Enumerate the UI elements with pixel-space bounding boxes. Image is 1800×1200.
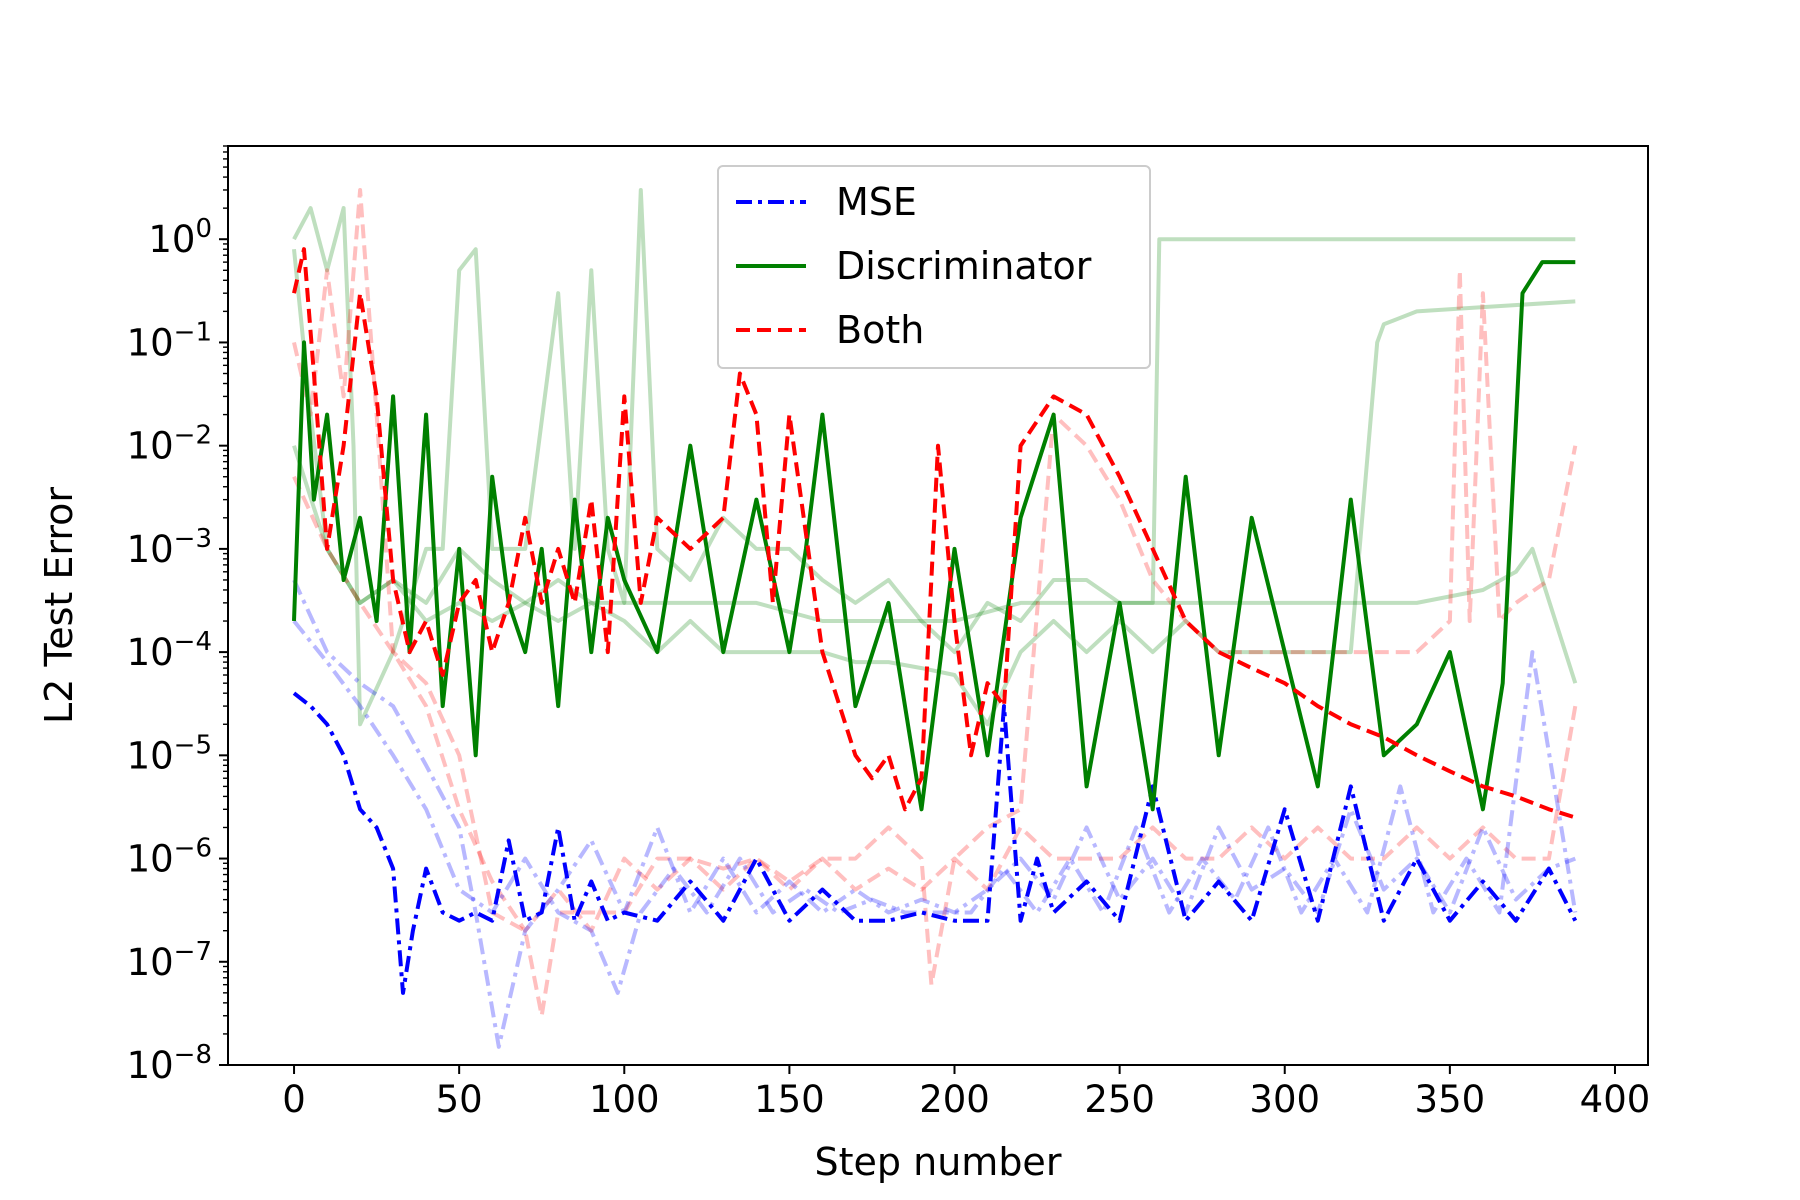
y-tick-label-1e0: 100 xyxy=(148,214,212,261)
series-line-mse xyxy=(292,691,1578,995)
series-line-discriminator xyxy=(292,260,1576,812)
y-tick-label-1e-3: 10−3 xyxy=(127,524,212,571)
x-tick-label-250: 250 xyxy=(1084,1078,1155,1121)
x-tick-label-300: 300 xyxy=(1249,1078,1320,1121)
x-axis-ticks: 0 50 100 150 200 250 300 350 400 xyxy=(282,1065,1650,1121)
x-tick-label-200: 200 xyxy=(919,1078,990,1121)
legend-label-both: Both xyxy=(836,308,924,352)
y-tick-label-1e-4: 10−4 xyxy=(127,627,212,674)
series-line-faint-8 xyxy=(292,188,1578,1018)
x-axis-label: Step number xyxy=(815,1140,1062,1184)
x-tick-label-350: 350 xyxy=(1415,1078,1486,1121)
series-line-faint-5 xyxy=(292,188,1576,727)
y-axis-label: L2 Test Error xyxy=(37,487,81,724)
series-line-faint-3 xyxy=(292,579,1577,1049)
y-tick-label-1e-5: 10−5 xyxy=(127,730,212,777)
x-tick-label-50: 50 xyxy=(436,1078,483,1121)
x-tick-label-0: 0 xyxy=(282,1078,306,1121)
y-tick-label-1e-1: 10−1 xyxy=(127,317,212,364)
y-tick-label-1e-8: 10−8 xyxy=(127,1040,212,1087)
y-axis-ticks: 100 10−1 10−2 10−3 10−4 10−5 10−6 10−7 10−8 xyxy=(127,145,228,1087)
legend-box xyxy=(717,165,1151,369)
series-line-faint-4 xyxy=(292,619,1578,995)
series-line-faint-6 xyxy=(292,249,1576,727)
series-layer xyxy=(292,188,1578,1049)
plot-frame xyxy=(227,145,1649,1066)
legend: MSE Discriminator Both xyxy=(717,165,1151,369)
y-tick-label-1e-7: 10−7 xyxy=(127,937,212,984)
y-tick-label-1e-2: 10−2 xyxy=(127,421,212,468)
x-tick-label-100: 100 xyxy=(589,1078,660,1121)
series-line-both xyxy=(292,247,1576,820)
legend-label-mse: MSE xyxy=(836,180,917,224)
x-tick-label-150: 150 xyxy=(754,1078,825,1121)
y-tick-label-1e-6: 10−6 xyxy=(127,834,212,881)
legend-label-discriminator: Discriminator xyxy=(836,244,1092,288)
x-tick-label-400: 400 xyxy=(1580,1078,1651,1121)
